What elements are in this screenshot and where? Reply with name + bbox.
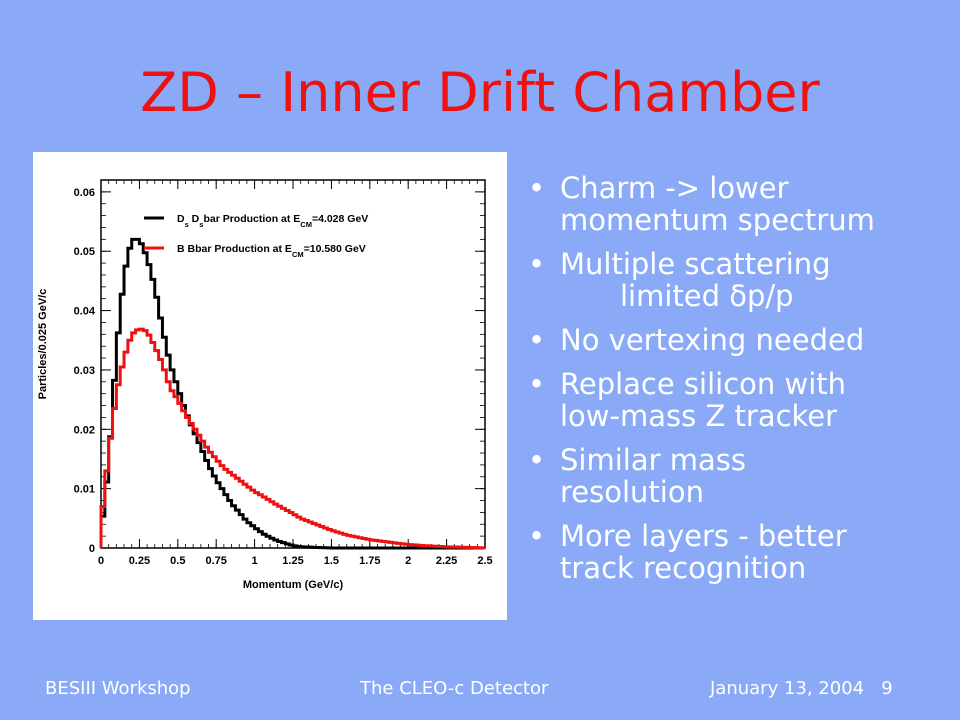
bullet-dot: • bbox=[528, 171, 546, 205]
y-tick-label: 0.01 bbox=[74, 484, 95, 496]
plot-frame bbox=[100, 179, 486, 549]
bullet-text-cont: low-mass Z tracker bbox=[560, 399, 838, 433]
y-tick-label: 0.06 bbox=[74, 187, 95, 199]
chart-svg: 0 0.25 0.5 0.75 1 1.25 1.5 1.75 2 2.25 2.5 0 0.01 0.0… bbox=[37, 179, 493, 591]
bullet-item-charm: • Charm -> lower momentum spectrum bbox=[528, 172, 948, 236]
legend-ds-a: D bbox=[177, 213, 185, 225]
bullet-text: Multiple scattering bbox=[560, 247, 831, 281]
bullet-item-scattering: • Multiple scattering limited δp/p bbox=[528, 248, 948, 312]
legend-bb-b: =10.580 GeV bbox=[304, 243, 366, 255]
momentum-spectrum-chart: 0 0.25 0.5 0.75 1 1.25 1.5 1.75 2 2.25 2.5 0 0.01 0.0… bbox=[33, 152, 507, 620]
x-tick-label: 1.75 bbox=[359, 555, 380, 567]
bullet-item-mass: • Similar mass resolution bbox=[528, 444, 948, 508]
legend-ds-b-sub: s bbox=[199, 220, 203, 229]
legend-bb-a: B Bbar Production at E bbox=[177, 243, 292, 255]
y-axis-label: Particles/0.025 GeV/c bbox=[37, 289, 49, 400]
series-layer bbox=[99, 237, 485, 550]
chart-legend: Ds Dsbar Production at ECM=4.028 GeV B B… bbox=[144, 213, 368, 259]
series-ds-dsbar-histogram bbox=[99, 237, 485, 550]
x-tick-label: 0.5 bbox=[170, 555, 185, 567]
x-tick-label: 1.5 bbox=[324, 555, 339, 567]
axis-ticks: 0 0.25 0.5 0.75 1 1.25 1.5 1.75 2 2.25 2.5 0 0.01 0.0… bbox=[74, 179, 493, 567]
slide-title: ZD – Inner Drift Chamber bbox=[140, 61, 820, 124]
series-b-bbar-histogram bbox=[99, 327, 485, 550]
footer-page-number: 9 bbox=[881, 678, 893, 699]
legend-ds-b: D bbox=[189, 213, 200, 225]
legend-bb-a-sub: CM bbox=[292, 250, 304, 259]
y-tick-label: 0.04 bbox=[74, 306, 96, 318]
x-tick-label: 1 bbox=[252, 555, 258, 567]
legend-ds-a-sub: s bbox=[185, 220, 189, 229]
bullet-dot: • bbox=[528, 247, 546, 281]
x-tick-label: 0.75 bbox=[205, 555, 226, 567]
footer-date: January 13, 2004 bbox=[710, 678, 865, 699]
bullet-item-layers: • More layers - better track recognition bbox=[528, 520, 948, 584]
footer-workshop: BESIII Workshop bbox=[45, 678, 191, 699]
bullet-text: Replace silicon with bbox=[560, 367, 847, 401]
x-tick-label: 0 bbox=[98, 555, 104, 567]
legend-label-bb: B Bbar Production at ECM=10.580 GeV bbox=[177, 243, 366, 259]
x-tick-label: 2 bbox=[405, 555, 411, 567]
plot-border bbox=[100, 179, 486, 549]
y-tick-label: 0 bbox=[89, 543, 95, 555]
x-tick-label: 1.25 bbox=[282, 555, 303, 567]
x-tick-label: 2.5 bbox=[477, 555, 492, 567]
legend-ds-d: =4.028 GeV bbox=[312, 213, 368, 225]
bullet-text: Charm -> lower bbox=[560, 171, 789, 205]
footer-date-page: January 13, 2004 9 bbox=[710, 676, 893, 702]
bullet-item-vertexing: • No vertexing needed bbox=[528, 324, 948, 356]
legend-label-ds: Ds Dsbar Production at ECM=4.028 GeV bbox=[177, 213, 368, 229]
bullet-dot: • bbox=[528, 519, 546, 553]
bullet-list: • Charm -> lower momentum spectrum • Mul… bbox=[528, 172, 948, 596]
bullet-text-cont: resolution bbox=[560, 475, 704, 509]
bullet-item-silicon: • Replace silicon with low-mass Z tracke… bbox=[528, 368, 948, 432]
bullet-dot: • bbox=[528, 367, 546, 401]
bullet-text-cont: limited δp/p bbox=[620, 279, 794, 313]
bullet-dot: • bbox=[528, 443, 546, 477]
bullet-text-cont: momentum spectrum bbox=[560, 203, 875, 237]
bullet-dot: • bbox=[528, 323, 546, 357]
footer-presentation-title: The CLEO-c Detector bbox=[360, 678, 549, 699]
x-tick-label: 2.25 bbox=[436, 555, 457, 567]
y-tick-label: 0.05 bbox=[74, 246, 95, 258]
y-tick-label: 0.02 bbox=[74, 424, 95, 436]
x-tick-label: 0.25 bbox=[129, 555, 150, 567]
bullet-text: Similar mass bbox=[560, 443, 746, 477]
bullet-text: More layers - better bbox=[560, 519, 847, 553]
bullet-text: No vertexing needed bbox=[560, 323, 865, 357]
bullet-text-cont: track recognition bbox=[560, 551, 807, 585]
y-tick-label: 0.03 bbox=[74, 365, 95, 377]
x-axis-label: Momentum (GeV/c) bbox=[243, 579, 344, 591]
legend-ds-c-sub: CM bbox=[300, 220, 312, 229]
legend-ds-c: bar Production at E bbox=[203, 213, 300, 225]
